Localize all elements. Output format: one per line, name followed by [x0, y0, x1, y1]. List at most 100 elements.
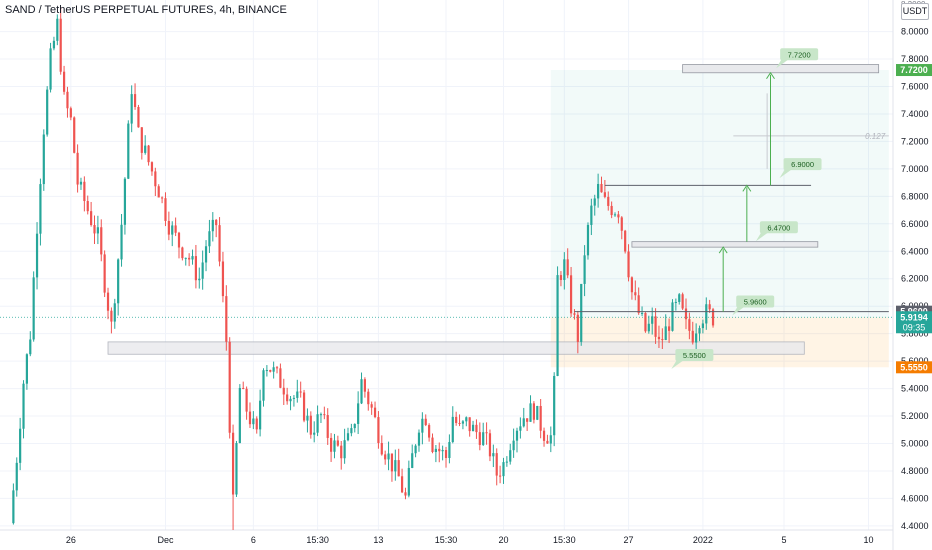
x-tick-label: 10: [864, 535, 874, 545]
candle-body: [181, 247, 184, 259]
candle-body: [607, 196, 610, 206]
candle-body: [90, 211, 93, 226]
candle-body: [417, 432, 421, 446]
candle-body: [150, 162, 154, 172]
candle-body: [316, 414, 319, 433]
candle-body: [455, 416, 458, 423]
candle-body: [130, 94, 133, 124]
candle-body: [617, 214, 620, 218]
candle-body: [370, 404, 373, 408]
target-callout-label: 7.7200: [788, 50, 811, 59]
candle-body: [15, 462, 18, 491]
callout-pointer: [755, 231, 770, 242]
candle-body: [492, 453, 495, 457]
candle-body: [478, 432, 481, 445]
candle-body: [573, 313, 576, 315]
candle-body: [526, 418, 529, 422]
candle-body: [225, 296, 228, 342]
candle-body: [191, 256, 194, 260]
target-callout-box: [783, 158, 822, 171]
y-tick-label: 5.0000: [901, 438, 929, 448]
candle-body: [431, 437, 434, 453]
candle-body: [117, 259, 120, 304]
candle-body: [59, 18, 62, 72]
candle-body: [228, 341, 231, 433]
candle-body: [390, 453, 394, 472]
y-tick-label: 5.8000: [901, 329, 929, 339]
candle-body: [29, 339, 32, 355]
candle-body: [302, 392, 306, 421]
candle-body: [553, 375, 556, 436]
candle-body: [252, 418, 255, 425]
target-arrow-head: [766, 71, 775, 80]
candle-body: [286, 394, 289, 402]
target-arrow-head: [742, 184, 752, 192]
candle-body: [502, 462, 505, 477]
candle-body: [400, 476, 404, 493]
candle-body: [377, 417, 380, 444]
target-callout-label: 6.4700: [767, 223, 790, 232]
candle-body: [684, 308, 688, 320]
candle-body: [597, 183, 600, 199]
y-tick-label: 5.4000: [901, 384, 929, 394]
candle-body: [613, 214, 617, 216]
candle-body: [79, 181, 83, 185]
candle-body: [66, 91, 69, 109]
candle-body: [444, 450, 448, 458]
candle-body: [580, 283, 583, 342]
candle-body: [49, 48, 52, 90]
candle-body: [678, 294, 681, 302]
candle-body: [482, 432, 485, 445]
candle-body: [323, 414, 326, 416]
candle-body: [275, 367, 279, 369]
y-tick-label: 4.6000: [901, 493, 929, 503]
target-callout-label: 5.5500: [683, 351, 706, 360]
candle-body: [336, 440, 339, 446]
candle-body: [269, 370, 272, 372]
candle-body: [559, 275, 563, 280]
y-tick-label: 8.0000: [901, 27, 929, 37]
candle-body: [164, 198, 167, 221]
candle-body: [411, 453, 414, 468]
currency-unit-button[interactable]: USDT: [901, 3, 929, 20]
candle-body: [681, 294, 684, 309]
candle-body: [566, 259, 569, 276]
x-tick-label: 5: [782, 535, 787, 545]
candle-body: [651, 316, 654, 324]
candle-body: [546, 440, 549, 444]
candle-body: [657, 336, 661, 340]
y-tick-label: 7.0000: [901, 164, 929, 174]
candle-body: [343, 440, 346, 459]
x-tick-label: 15:30: [435, 535, 458, 545]
candle-body: [593, 198, 596, 206]
candle-body: [177, 232, 181, 248]
candle-body: [610, 205, 613, 216]
candle-body: [350, 428, 353, 434]
price-tag-target: [896, 64, 932, 77]
y-tick-label: 7.6000: [901, 82, 929, 92]
candle-body: [644, 312, 647, 332]
candle-body: [39, 184, 42, 234]
y-tick-label: 6.8000: [901, 191, 929, 201]
candle-body: [56, 18, 59, 41]
candle-body: [637, 295, 640, 314]
y-tick-label: 7.4000: [901, 109, 929, 119]
candle-body: [630, 277, 634, 293]
candle-body: [499, 475, 502, 477]
candle-body: [438, 448, 441, 452]
candle-body: [76, 152, 79, 185]
x-tick-label: 6: [251, 535, 256, 545]
candle-body: [512, 440, 515, 451]
candle-body: [505, 461, 508, 463]
candle-body: [35, 233, 39, 278]
candle-body: [363, 379, 366, 392]
candle-body: [407, 467, 410, 496]
candle-body: [188, 257, 191, 260]
candle-body: [705, 304, 708, 324]
callout-pointer: [776, 58, 791, 69]
x-tick-label: 26: [66, 535, 76, 545]
callout-pointer: [732, 305, 747, 316]
candle-body: [231, 432, 235, 495]
candle-body: [563, 259, 566, 280]
